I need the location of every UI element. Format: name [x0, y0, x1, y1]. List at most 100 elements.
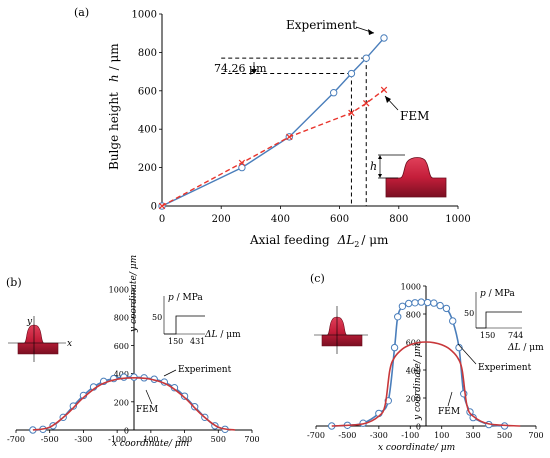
y-tick-label: 0 [151, 202, 157, 213]
plot-area-c [316, 286, 536, 427]
fem-callout-leader-c [447, 391, 453, 407]
y-axis-label-c: y coordinate/ μm [413, 343, 423, 421]
data-point-experiment [442, 304, 451, 313]
panel-label-a: (a) [74, 6, 89, 19]
experiment-callout-b: Experiment [178, 365, 232, 375]
panel-label-c: (c) [310, 272, 325, 285]
inset-h-label: h [370, 160, 377, 173]
x-tick-label: -100 [108, 435, 126, 444]
data-point-experiment [69, 402, 78, 410]
data-point-experiment [120, 373, 128, 381]
data-point-fem [380, 86, 388, 94]
y-tick-label: 1000 [132, 10, 157, 21]
inset-x-letter-b: x [67, 339, 72, 349]
data-point-experiment [469, 413, 477, 422]
load-inset-ylabel-b: p / MPa [168, 293, 203, 303]
x-tick-label: 700 [244, 435, 259, 444]
guide-lines-a [221, 57, 367, 206]
data-point-fem [348, 109, 355, 117]
bulge-inset-a: h [370, 154, 447, 198]
y-tick-label: 400 [406, 367, 421, 376]
data-point-experiment [362, 54, 370, 62]
dimension-label: 74.26 μm [214, 62, 267, 75]
experiment-callout-arrowhead [368, 29, 374, 35]
bulge-shape-b [17, 324, 59, 355]
y-tick-label: 0 [124, 427, 129, 436]
data-point-fem [158, 202, 166, 210]
y-axis-label-b: y coordinate/ μm [129, 255, 139, 333]
series-line-experiment [161, 37, 385, 207]
x-tick-label: 800 [389, 214, 408, 225]
series-b [29, 373, 236, 434]
x-ticks-a: 0 200 400 600 800 1000 [159, 206, 471, 225]
data-point-experiment [449, 317, 457, 325]
data-point-experiment [436, 301, 444, 310]
x-axis-label-c: x coordinate/ μm [378, 443, 455, 453]
load-t2-b: 431 [190, 337, 205, 346]
y-tick-label: 1000 [109, 286, 129, 295]
bulge-shape-c [321, 316, 363, 347]
data-point-experiment [180, 392, 189, 400]
x-tick-label: 300 [466, 431, 481, 440]
x-tick-label: 500 [211, 435, 226, 444]
y-tick-label: 1000 [401, 283, 421, 292]
x-tick-label: 100 [434, 431, 449, 440]
data-point-experiment [238, 163, 246, 172]
x-tick-label: 400 [271, 214, 290, 225]
series-line-fem [32, 377, 236, 431]
inset-dim-arrow-top [378, 155, 382, 159]
data-point-experiment [423, 298, 432, 307]
load-step-c [476, 311, 522, 329]
y-tick-label: 400 [138, 125, 157, 136]
dimension-arrowhead [251, 69, 257, 74]
data-point-fem [286, 133, 293, 141]
y-tick-label: 600 [114, 342, 129, 351]
load-step-b [164, 315, 205, 335]
x-tick-label: 0 [159, 214, 165, 225]
y-ticks-a: 0 200 400 600 800 1000 [132, 10, 162, 213]
load-inset-xlabel-b: ΔL / μm [204, 330, 241, 340]
data-point-fem [363, 100, 370, 107]
panel-label-b: (b) [6, 276, 22, 289]
y-tick-label: 800 [406, 311, 421, 320]
fem-callout-b: FEM [136, 405, 158, 415]
x-tick-label: -500 [41, 435, 59, 444]
chart-panel-a: (a) 0 200 400 600 800 1000 02004006008001000 … [74, 6, 471, 249]
y-tick-label: 800 [138, 48, 157, 59]
x-axis-label-a: Axial feeding ΔL2/ μm [249, 233, 389, 249]
x-tick-label: -500 [338, 431, 356, 440]
experiment-callout-leader-b [163, 369, 177, 377]
series-a [158, 34, 388, 210]
load-t1-c: 150 [480, 331, 495, 340]
x-tick-label: 300 [177, 435, 192, 444]
fem-callout-arrowhead [385, 96, 391, 103]
y-tick-label: 800 [114, 314, 129, 323]
y-tick-label: 200 [406, 395, 421, 404]
data-point-experiment [394, 313, 402, 321]
data-point-experiment [398, 302, 407, 310]
data-point-experiment [405, 299, 413, 308]
x-tick-label: 200 [212, 214, 231, 225]
fem-callout-c: FEM [438, 407, 460, 417]
data-point-experiment [455, 343, 463, 352]
x-tick-label: 700 [528, 431, 543, 440]
load-inset-b: p / MPa 50 150 431 ΔL / μm [152, 293, 241, 346]
bulge-inset-b: y x [8, 316, 72, 362]
experiment-callout-leader-c [457, 343, 477, 365]
x-tick-label: -300 [370, 431, 388, 440]
y-tick-label: 0 [416, 423, 421, 432]
data-point-fem [238, 159, 246, 167]
data-point-experiment [380, 34, 388, 42]
y-tick-label: 200 [138, 163, 157, 174]
x-tick-label: -700 [7, 435, 25, 444]
bulge-shape [385, 157, 447, 198]
data-point-experiment [329, 89, 338, 97]
load-t2-c: 744 [508, 331, 523, 340]
y-axis-label-a: Bulge heighth/ μm [107, 43, 121, 170]
x-tick-label: 500 [497, 431, 512, 440]
inset-y-letter-b: y [26, 317, 33, 327]
load-t1-b: 150 [168, 337, 183, 346]
fem-callout: FEM [400, 109, 429, 123]
